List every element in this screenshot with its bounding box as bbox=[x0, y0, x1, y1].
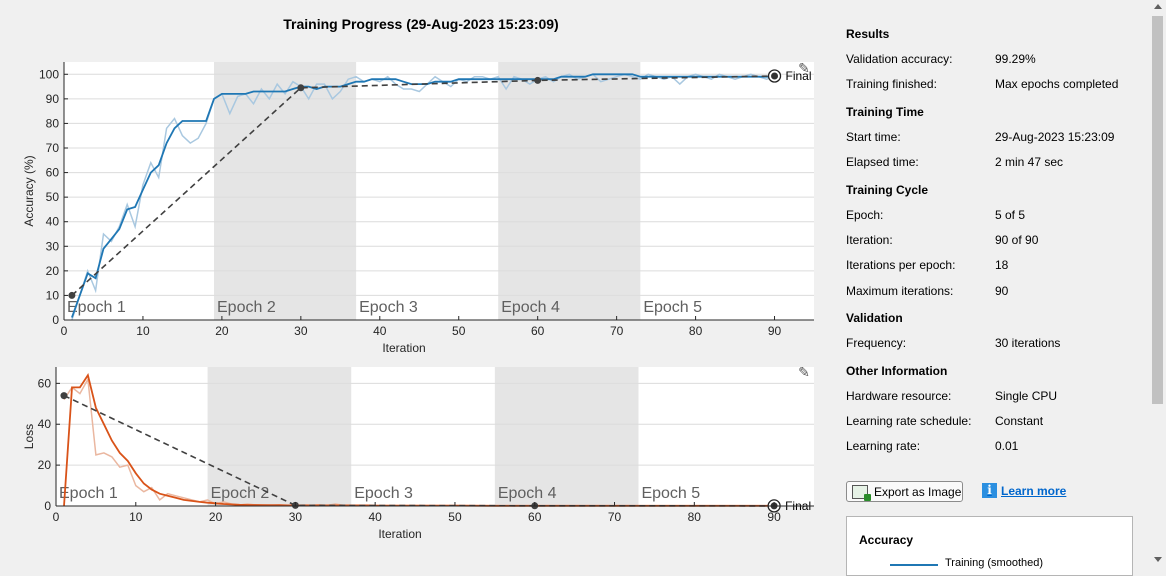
export-as-image-label: Export as Image bbox=[874, 484, 962, 499]
start-time-value: 29-Aug-2023 15:23:09 bbox=[995, 130, 1115, 144]
accuracy-x-tick-label: 80 bbox=[689, 324, 703, 338]
export-as-image-button[interactable]: Export as Image bbox=[846, 481, 963, 502]
legend-entry-training-smoothed: Training (smoothed) bbox=[945, 557, 1044, 569]
accuracy-epoch-shade-4 bbox=[498, 62, 641, 320]
info-icon: i bbox=[982, 483, 997, 498]
accuracy-y-tick-label: 40 bbox=[46, 215, 60, 229]
accuracy-y-tick-label: 0 bbox=[52, 313, 59, 327]
accuracy-x-axis-label: Iteration bbox=[382, 341, 425, 355]
frequency-value: 30 iterations bbox=[995, 336, 1061, 350]
figure-title: Training Progress (29-Aug-2023 15:23:09) bbox=[283, 16, 559, 32]
learning-rate-value: 0.01 bbox=[995, 439, 1019, 453]
brush-icon[interactable]: ✎ bbox=[798, 364, 810, 380]
accuracy-epoch-label-1: Epoch 1 bbox=[67, 299, 126, 316]
elapsed-time-label: Elapsed time: bbox=[846, 155, 919, 169]
accuracy-y-tick-label: 30 bbox=[46, 239, 60, 253]
training-cycle-heading: Training Cycle bbox=[846, 183, 929, 197]
accuracy-plot-area bbox=[64, 62, 814, 320]
accuracy-epoch-label-2: Epoch 2 bbox=[217, 299, 276, 316]
accuracy-x-tick-label: 50 bbox=[452, 324, 466, 338]
accuracy-validation-point bbox=[297, 84, 305, 92]
hardware-resource-label: Hardware resource: bbox=[846, 389, 952, 403]
frequency-label: Frequency: bbox=[846, 336, 907, 350]
learn-more-label: Learn more bbox=[1001, 483, 1067, 498]
maximum-iterations-value: 90 bbox=[995, 284, 1009, 298]
epoch-label: Epoch: bbox=[846, 208, 884, 222]
learning-rate-schedule-label: Learning rate schedule: bbox=[846, 414, 972, 428]
accuracy-x-tick-label: 60 bbox=[531, 324, 545, 338]
results-heading: Results bbox=[846, 27, 890, 41]
epoch-value: 5 of 5 bbox=[995, 208, 1026, 222]
brush-icon[interactable]: ✎ bbox=[798, 60, 810, 76]
iteration-value: 90 of 90 bbox=[995, 233, 1039, 247]
accuracy-x-tick-label: 20 bbox=[215, 324, 229, 338]
accuracy-y-tick-label: 20 bbox=[46, 264, 60, 278]
accuracy-final-label: Final bbox=[786, 69, 812, 83]
accuracy-y-tick-label: 10 bbox=[46, 288, 60, 302]
scrollbar-thumb[interactable] bbox=[1152, 16, 1163, 404]
elapsed-time-value: 2 min 47 sec bbox=[995, 155, 1064, 169]
image-export-icon bbox=[852, 484, 871, 501]
accuracy-x-tick-label: 10 bbox=[136, 324, 150, 338]
accuracy-y-tick-label: 60 bbox=[46, 166, 60, 180]
accuracy-final-marker bbox=[771, 72, 779, 80]
learning-rate-schedule-value: Constant bbox=[995, 414, 1044, 428]
validation-heading: Validation bbox=[846, 311, 903, 325]
accuracy-validation-point bbox=[68, 291, 76, 299]
scroll-up-arrow-icon[interactable] bbox=[1154, 4, 1162, 9]
training-finished-value: Max epochs completed bbox=[995, 77, 1119, 91]
accuracy-y-tick-label: 80 bbox=[46, 116, 60, 130]
accuracy-x-tick-label: 30 bbox=[294, 324, 308, 338]
accuracy-y-tick-label: 70 bbox=[46, 141, 60, 155]
accuracy-epoch-shade-2 bbox=[214, 62, 357, 320]
accuracy-x-tick-label: 40 bbox=[373, 324, 387, 338]
accuracy-y-tick-label: 90 bbox=[46, 92, 60, 106]
legend-box: Accuracy Training (smoothed) bbox=[846, 516, 1133, 576]
training-finished-label: Training finished: bbox=[846, 77, 937, 91]
scroll-down-arrow-icon[interactable] bbox=[1154, 557, 1162, 562]
accuracy-epoch-label-4: Epoch 4 bbox=[501, 299, 560, 316]
accuracy-validation-line bbox=[71, 75, 775, 296]
accuracy-epoch-label-3: Epoch 3 bbox=[359, 299, 418, 316]
accuracy-plot: Epoch 1 Epoch 2 Epoch 3 Epoch 4 Epoch 5 Final… bbox=[22, 62, 814, 355]
legend-title: Accuracy bbox=[859, 533, 914, 547]
accuracy-x-tick-label: 70 bbox=[610, 324, 624, 338]
validation-accuracy-label: Validation accuracy: bbox=[846, 52, 953, 66]
learn-more-link[interactable]: i Learn more bbox=[982, 483, 1066, 498]
accuracy-x-tick-label: 90 bbox=[768, 324, 782, 338]
iterations-per-epoch-value: 18 bbox=[995, 258, 1009, 272]
maximum-iterations-label: Maximum iterations: bbox=[846, 284, 954, 298]
other-information-heading: Other Information bbox=[846, 364, 948, 378]
hardware-resource-value: Single CPU bbox=[995, 389, 1058, 403]
validation-accuracy-value: 99.29% bbox=[995, 52, 1036, 66]
start-time-label: Start time: bbox=[846, 130, 901, 144]
accuracy-x-tick-label: 0 bbox=[61, 324, 68, 338]
learning-rate-label: Learning rate: bbox=[846, 439, 921, 453]
accuracy-validation-point bbox=[534, 76, 542, 84]
legend-swatch-training-smoothed bbox=[890, 564, 938, 566]
info-panel: Results Validation accuracy: 99.29% Trai… bbox=[846, 0, 1146, 576]
iterations-per-epoch-label: Iterations per epoch: bbox=[846, 258, 956, 272]
training-time-heading: Training Time bbox=[846, 105, 924, 119]
accuracy-y-axis-label: Accuracy (%) bbox=[22, 155, 36, 226]
iteration-label: Iteration: bbox=[846, 233, 893, 247]
accuracy-y-tick-label: 100 bbox=[39, 67, 59, 81]
accuracy-y-tick-label: 50 bbox=[46, 190, 60, 204]
accuracy-epoch-label-5: Epoch 5 bbox=[643, 299, 702, 316]
